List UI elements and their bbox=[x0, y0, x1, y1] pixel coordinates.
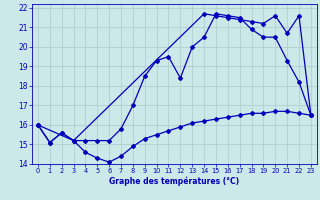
X-axis label: Graphe des températures (°C): Graphe des températures (°C) bbox=[109, 177, 239, 186]
